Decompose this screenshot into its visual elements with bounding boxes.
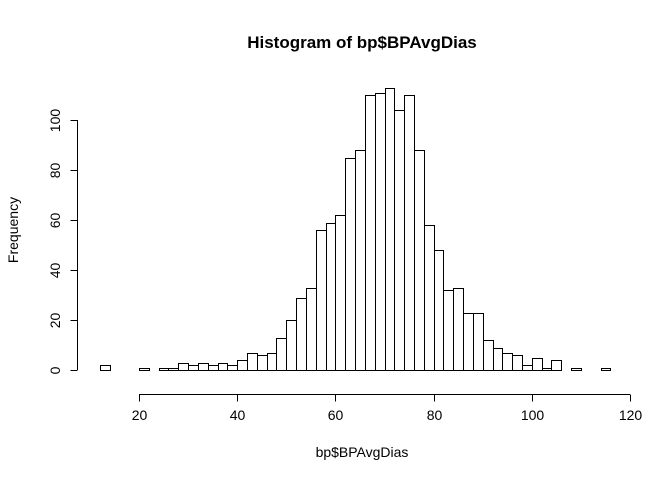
histogram-bar-92-94 [493,348,503,371]
x-tick-label: 20 [132,407,148,423]
y-tick-label: 40 [47,263,63,279]
histogram-bar-36-38 [218,363,228,371]
histogram-bar-70-72 [385,88,395,371]
x-axis-label: bp$BPAvgDias [316,444,409,460]
histogram-bar-76-78 [414,150,425,371]
histogram-bar-78-80 [424,225,435,371]
x-tick-label: 60 [328,407,344,423]
histogram-bar-64-66 [355,150,366,371]
y-axis-label: Frequency [5,197,21,263]
histogram-bar-72-74 [394,110,405,371]
histogram-bar-82-84 [443,290,454,371]
histogram-bar-66-68 [365,95,376,371]
histogram-bar-60-62 [335,215,346,371]
y-tick-label: 80 [47,163,63,179]
histogram-bar-90-92 [483,340,494,371]
x-tick-label: 120 [619,407,643,423]
histogram-bar-24-26 [159,368,169,371]
histogram-bar-32-34 [198,363,209,371]
histogram-bar-62-64 [345,158,356,371]
histogram-bar-96-98 [512,355,523,371]
y-axis: 0 20 40 60 80 100 [47,109,78,374]
histogram-bar-58-60 [326,223,336,371]
y-tick-label: 20 [47,313,63,329]
histogram-bars [100,88,611,371]
histogram-bar-28-30 [178,363,189,371]
x-axis: 20 40 60 80 100 120 [132,394,643,423]
histogram-bar-40-42 [237,360,248,371]
x-tick-label: 80 [427,407,443,423]
histogram-bar-20-22 [139,368,150,371]
histogram-bar-98-100 [522,365,533,371]
histogram-bar-86-88 [463,313,474,371]
histogram-bar-48-50 [276,338,287,371]
y-tick-label: 0 [47,366,63,374]
chart-title: Histogram of bp$BPAvgDias [247,33,477,52]
histogram-bar-50-52 [286,320,297,371]
histogram-bar-100-102 [532,358,543,371]
histogram-bar-94-96 [502,353,513,371]
histogram-bar-38-40 [227,365,238,371]
histogram-bar-54-56 [306,288,317,371]
histogram-bar-68-70 [375,93,386,371]
histogram-bar-102-104 [542,368,552,371]
histogram-bar-30-32 [188,365,199,371]
histogram-bar-56-58 [316,230,327,371]
histogram-bar-44-46 [257,355,268,371]
histogram-bar-88-90 [473,313,484,371]
y-tick-label: 60 [47,213,63,229]
x-tick-label: 40 [230,407,246,423]
y-tick-label: 100 [47,109,63,133]
x-tick-label: 100 [521,407,545,423]
histogram-bar-74-76 [404,95,415,371]
histogram-bar-34-36 [208,365,219,371]
histogram-bar-46-48 [267,353,277,371]
histogram-bar-108-110 [571,368,582,371]
histogram-bar-26-28 [168,368,179,371]
histogram-bar-42-44 [247,353,258,371]
histogram-bar-52-54 [296,298,307,371]
histogram-bar-12-14 [100,365,111,371]
histogram-bar-84-86 [453,288,464,371]
histogram-bar-80-82 [434,250,444,371]
histogram-bar-104-106 [551,360,562,371]
histogram-bar-114-116 [601,368,611,371]
